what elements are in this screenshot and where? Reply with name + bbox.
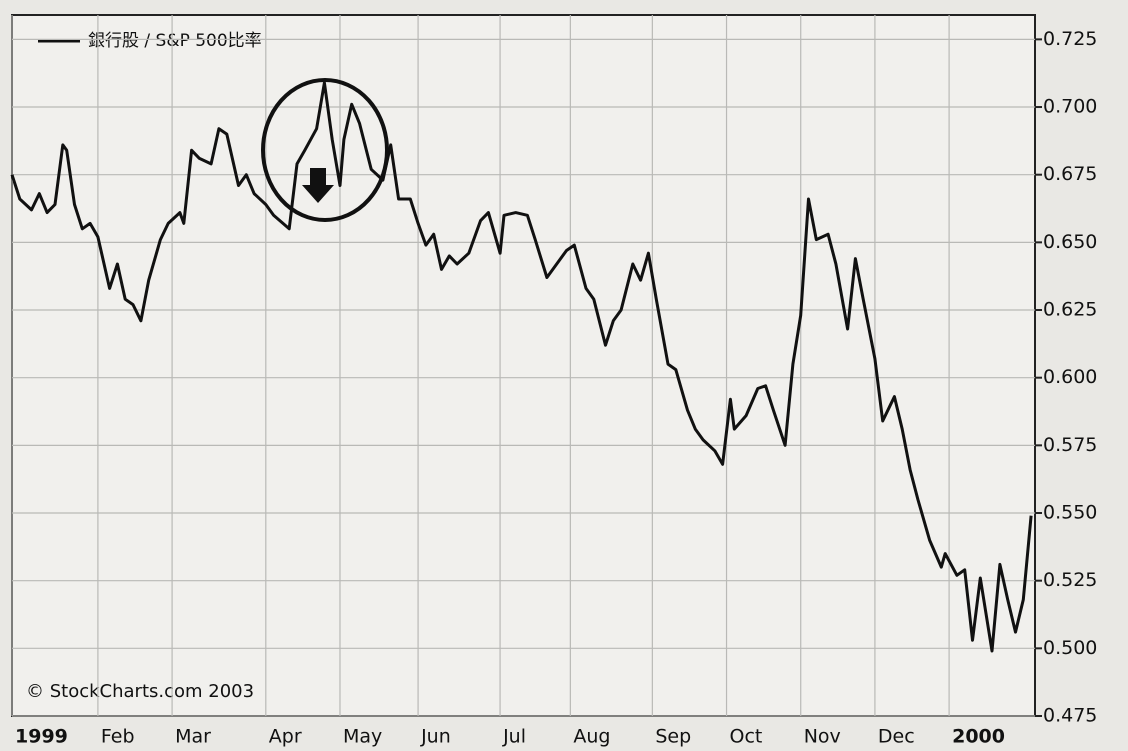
x-tick-label: Mar	[175, 726, 211, 748]
y-tick-label: 0.550	[1043, 502, 1097, 524]
x-tick-label: 1999	[15, 726, 68, 748]
y-tick-label: 0.525	[1043, 569, 1097, 591]
x-tick-label: 2000	[952, 726, 1005, 748]
y-tick-label: 0.650	[1043, 231, 1097, 253]
x-tick-label: Jul	[502, 726, 526, 748]
y-tick-label: 0.625	[1043, 299, 1097, 321]
y-tick-label: 0.500	[1043, 637, 1097, 659]
x-tick-label: Sep	[655, 726, 691, 748]
x-tick-label: Apr	[269, 726, 302, 748]
y-tick-label: 0.575	[1043, 434, 1097, 456]
x-tick-label: Aug	[573, 726, 610, 748]
legend-label: 銀行股 / S&P 500比率	[88, 31, 262, 51]
y-tick-label: 0.700	[1043, 96, 1097, 118]
y-tick-label: 0.725	[1043, 28, 1097, 50]
plot-area	[11, 14, 1036, 717]
highlight-circle	[261, 78, 389, 222]
y-tick-label: 0.475	[1043, 705, 1097, 727]
down-arrow	[302, 168, 334, 203]
x-tick-label: Jun	[420, 726, 451, 748]
data-line	[10, 81, 1033, 653]
x-tick-label: Feb	[101, 726, 135, 748]
y-tick-label: 0.600	[1043, 366, 1097, 388]
copyright-annotation: © StockCharts.com 2003	[26, 681, 254, 702]
x-tick-label: Oct	[730, 726, 763, 748]
y-tick-label: 0.675	[1043, 163, 1097, 185]
x-tick-label: May	[343, 726, 382, 748]
x-tick-label: Nov	[804, 726, 841, 748]
x-tick-label: Dec	[878, 726, 915, 748]
